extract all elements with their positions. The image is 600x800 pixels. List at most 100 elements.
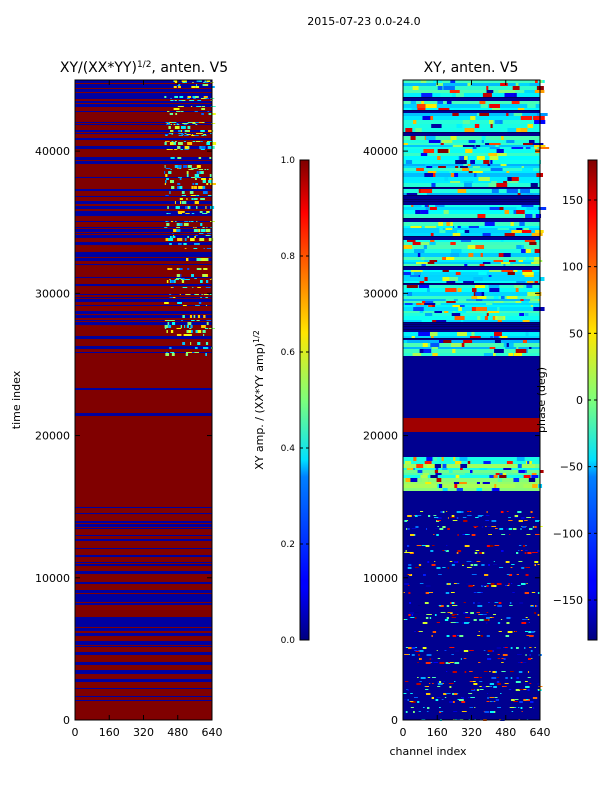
right-heatmap-cell — [489, 147, 500, 149]
right-heatmap-cell — [518, 260, 524, 262]
right-heatmap-cell — [516, 245, 524, 249]
left-heatmap-cell — [207, 146, 213, 149]
right-heatmap-cell — [436, 478, 442, 482]
right-heatmap-cell — [501, 136, 504, 140]
right-heatmap-cell — [529, 242, 537, 245]
left-heatmap-cell — [179, 268, 181, 270]
left-heatmap-cell — [184, 325, 186, 328]
right-heatmap-cell — [506, 343, 509, 347]
right-heatmap-cell — [511, 699, 515, 701]
right-heatmap-cell — [446, 545, 448, 546]
left-heatmap-row — [75, 571, 212, 574]
right-heatmap-cell — [499, 473, 502, 475]
right-heatmap-cell — [457, 189, 467, 193]
right-heatmap-cell — [425, 545, 430, 547]
right-heatmap-cell — [515, 128, 521, 132]
right-heatmap-cell — [489, 104, 500, 108]
left-colorbar-label: XY amp. / (XX*YY amp)1/2 — [252, 330, 267, 470]
right-heatmap-cell — [519, 701, 523, 703]
left-heatmap-cell — [211, 146, 215, 149]
right-heatmap-row — [403, 210, 540, 214]
left-heatmap-cell — [182, 279, 188, 280]
right-heatmap-cell — [491, 677, 497, 679]
right-heatmap-row — [403, 113, 540, 116]
right-heatmap-cell — [526, 699, 529, 700]
right-heatmap-cell — [498, 631, 502, 632]
right-heatmap-cell — [442, 550, 445, 551]
right-heatmap-cell — [478, 631, 480, 632]
left-heatmap-row — [75, 133, 212, 134]
right-heatmap-cell — [482, 482, 490, 484]
right-heatmap-cell — [481, 526, 484, 528]
right-heatmap-cell — [424, 173, 434, 177]
right-heatmap-cell — [410, 478, 418, 482]
left-heatmap-cell — [174, 96, 178, 98]
left-heatmap-cell — [180, 274, 182, 277]
left-heatmap-cell — [181, 280, 185, 283]
colorbar-tick-label: 0.4 — [281, 444, 296, 454]
right-heatmap-cell — [455, 160, 467, 164]
right-heatmap-cell — [524, 275, 534, 277]
right-heatmap-cell — [413, 307, 424, 311]
right-heatmap-cell — [449, 686, 452, 688]
right-heatmap-cell — [452, 113, 459, 116]
right-heatmap-cell — [424, 260, 429, 262]
right-heatmap-cell — [423, 349, 432, 353]
right-heatmap-cell — [534, 517, 538, 518]
right-heatmap-cell — [534, 281, 539, 283]
right-heatmap-cell — [522, 526, 526, 528]
left-heatmap-cell — [192, 122, 198, 123]
left-heatmap-cell — [191, 186, 194, 189]
right-heatmap-cell — [451, 249, 462, 253]
right-heatmap-row — [403, 275, 540, 277]
right-heatmap-cell — [513, 478, 520, 482]
right-heatmap-cell — [452, 305, 460, 307]
right-heatmap-cell — [535, 552, 538, 553]
left-heatmap-cell — [166, 320, 171, 321]
right-heatmap-cell — [504, 93, 515, 97]
right-heatmap-cell — [521, 567, 525, 569]
right-heatmap-row — [403, 164, 540, 166]
left-heatmap-cell — [164, 227, 168, 228]
right-heatmap-cell — [451, 515, 455, 517]
right-heatmap-cell — [452, 671, 457, 673]
right-heatmap-cell — [471, 574, 477, 575]
left-heatmap-cell — [211, 86, 215, 88]
right-heatmap-cell — [526, 534, 531, 535]
right-heatmap-cell — [497, 228, 510, 230]
left-heatmap-cell — [166, 124, 171, 125]
right-heatmap-cell — [482, 93, 492, 97]
left-heatmap-cell — [189, 134, 191, 135]
right-heatmap-cell — [521, 711, 523, 712]
left-heatmap-row — [75, 258, 212, 261]
right-heatmap-cell — [449, 171, 453, 173]
left-heatmap-cell — [177, 165, 182, 168]
left-heatmap-row — [75, 189, 212, 191]
right-heatmap-cell — [486, 545, 490, 547]
right-heatmap-cell — [503, 468, 512, 470]
left-heatmap-cell — [210, 328, 216, 329]
left-heatmap-cell — [197, 330, 202, 333]
right-heatmap-cell — [407, 585, 410, 586]
left-heatmap-cell — [200, 98, 205, 99]
left-heatmap-row — [75, 101, 212, 103]
right-heatmap-cell — [428, 515, 431, 517]
right-heatmap-cell — [449, 647, 455, 648]
right-heatmap-cell — [465, 124, 473, 128]
right-heatmap-cell — [476, 689, 480, 691]
right-heatmap-cell — [497, 605, 502, 607]
right-heatmap-cell — [439, 681, 442, 683]
right-heatmap-cell — [425, 592, 430, 594]
right-heatmap-cell — [458, 307, 462, 311]
right-heatmap-cell — [425, 136, 436, 140]
right-heatmap-cell — [506, 574, 510, 575]
left-heatmap-row — [75, 221, 212, 222]
right-heatmap-cell — [451, 654, 454, 655]
right-heatmap-cell — [438, 574, 442, 575]
left-heatmap-cell — [203, 258, 209, 261]
right-heatmap-row — [403, 283, 540, 284]
right-heatmap-cell — [450, 622, 456, 623]
left-colorbar-gradient — [299, 159, 310, 641]
right-heatmap-cell — [483, 650, 486, 651]
right-heatmap-cell — [486, 90, 494, 93]
